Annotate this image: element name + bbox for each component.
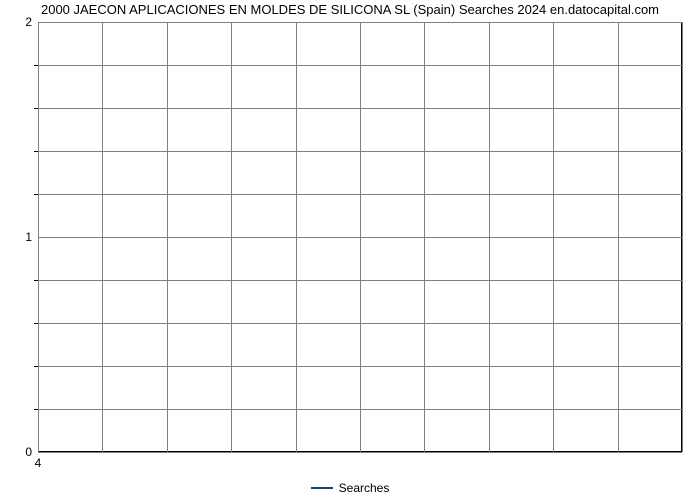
legend-label: Searches [339,481,390,495]
chart-plot-area: 0124 [38,22,682,452]
gridline-horizontal [38,22,682,23]
gridline-horizontal [38,237,682,238]
gridline-horizontal [38,409,682,410]
y-minor-tick [34,409,38,410]
y-minor-tick [34,280,38,281]
y-tick-label: 2 [25,15,38,29]
y-minor-tick [34,323,38,324]
y-minor-tick [34,108,38,109]
legend-swatch [311,487,333,489]
gridline-horizontal [38,151,682,152]
y-minor-tick [34,366,38,367]
gridline-horizontal [38,65,682,66]
y-tick-label: 1 [25,230,38,244]
gridline-vertical [682,22,683,452]
x-tick-label: 4 [35,452,42,470]
chart-legend: Searches [0,480,700,495]
gridline-horizontal [38,280,682,281]
gridline-horizontal [38,452,682,453]
chart-title: 2000 JAECON APLICACIONES EN MOLDES DE SI… [0,2,700,17]
gridline-horizontal [38,194,682,195]
gridline-horizontal [38,108,682,109]
gridline-horizontal [38,323,682,324]
gridline-horizontal [38,366,682,367]
y-minor-tick [34,65,38,66]
y-minor-tick [34,194,38,195]
y-minor-tick [34,151,38,152]
